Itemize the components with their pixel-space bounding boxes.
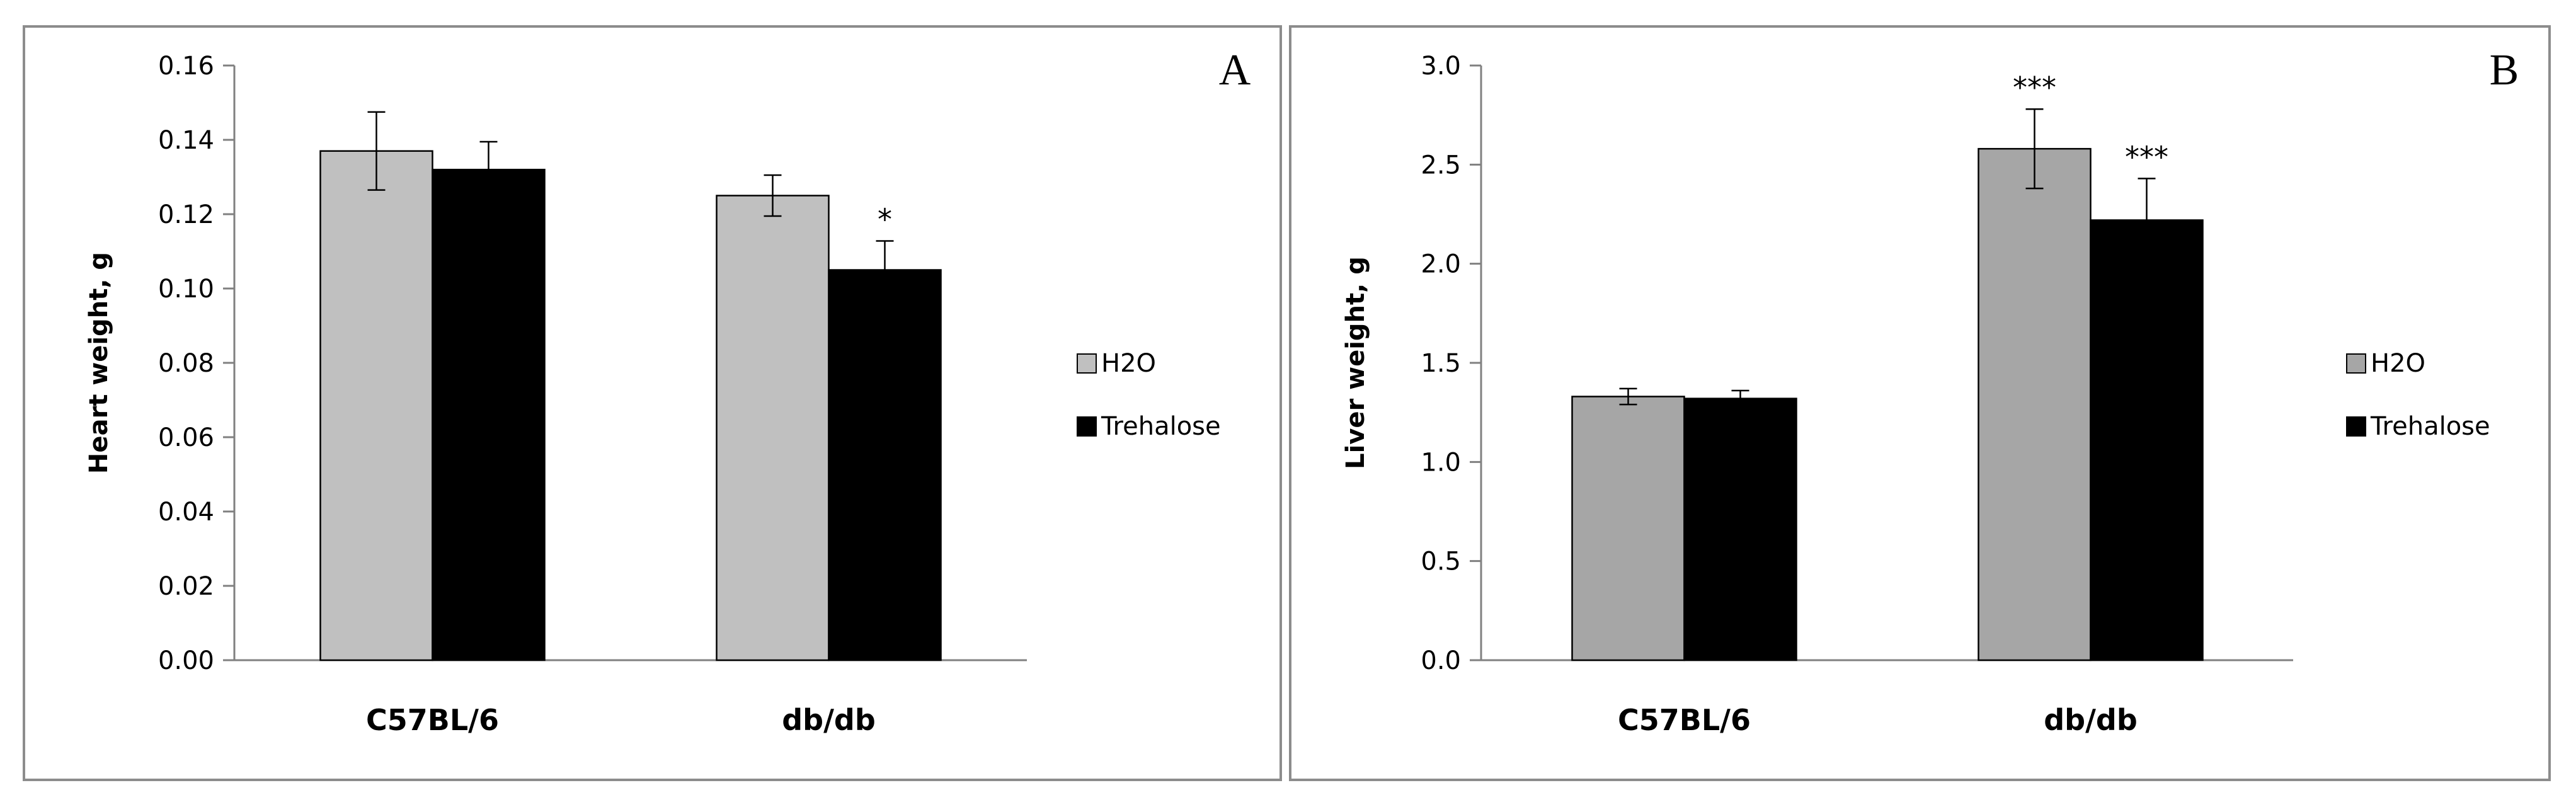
liver-weight-chart: 0.0 0.5 1.0 1.5 2.0 2.5 3.0 Liver weight, g B C57… [1341, 46, 2519, 737]
b-y-tick-label: 0.5 [1421, 547, 1461, 576]
b-category-label: C57BL/6 [1618, 703, 1751, 737]
a-bar-trehalose-1 [828, 269, 942, 661]
b-y-tick-label: 2.5 [1421, 151, 1461, 180]
b-legend-swatch-trehalose [2346, 416, 2366, 437]
b-significance-marker: *** [2013, 71, 2056, 105]
a-y-tick-label: 0.06 [158, 423, 214, 452]
a-bar-h2o-0 [319, 150, 433, 661]
b-legend-swatch-h2o [2346, 353, 2366, 374]
b-bar-h2o-1 [1978, 147, 2092, 661]
a-category-label: C57BL/6 [366, 703, 499, 737]
a-bar-h2o-1 [716, 195, 830, 661]
b-panel-letter: B [2490, 46, 2519, 94]
a-y-tick-label: 0.16 [158, 52, 214, 81]
a-legend-swatch-trehalose [1077, 416, 1097, 437]
b-legend-label-trehalose: Trehalose [2370, 412, 2490, 441]
b-y-axis-title: Liver weight, g [1341, 256, 1370, 469]
a-bar-trehalose-0 [432, 168, 546, 661]
a-y-tick-label: 0.02 [158, 572, 214, 601]
a-legend-label-trehalose: Trehalose [1101, 412, 1221, 441]
b-y-tick-label: 1.5 [1421, 349, 1461, 378]
b-y-tick-label: 2.0 [1421, 250, 1461, 279]
a-legend-label-h2o: H2O [1101, 349, 1156, 378]
a-category-label: db/db [782, 703, 876, 737]
b-bar-trehalose-0 [1683, 397, 1797, 661]
a-legend-swatch-h2o [1077, 353, 1097, 374]
a-y-tick-label: 0.04 [158, 498, 214, 527]
b-y-tick-label: 0.0 [1421, 646, 1461, 675]
chart-panel-a: 0.00 0.02 0.04 0.06 0.08 0.10 0.12 0.14 0.16 Hear… [23, 25, 1282, 781]
a-y-tick-label: 0.08 [158, 349, 214, 378]
b-category-label: db/db [2044, 703, 2138, 737]
a-y-tick-label: 0.12 [158, 200, 214, 229]
a-y-tick-label: 0.14 [158, 126, 214, 155]
heart-weight-chart: 0.00 0.02 0.04 0.06 0.08 0.10 0.12 0.14 0.16 Hear… [84, 46, 1251, 737]
b-bar-trehalose-1 [2090, 219, 2204, 661]
chart-panel-b: 0.0 0.5 1.0 1.5 2.0 2.5 3.0 Liver weight, g B C57… [1289, 25, 2551, 781]
a-y-axis-title: Heart weight, g [84, 252, 113, 474]
a-y-tick-label: 0.10 [158, 275, 214, 304]
b-y-tick-label: 3.0 [1421, 52, 1461, 81]
a-y-tick-label: 0.00 [158, 646, 214, 675]
a-panel-letter: A [1219, 46, 1251, 94]
b-bar-h2o-0 [1571, 396, 1685, 661]
a-significance-marker: * [878, 202, 892, 236]
b-significance-marker: *** [2125, 140, 2168, 174]
b-legend-label-h2o: H2O [2371, 349, 2425, 378]
b-y-tick-label: 1.0 [1421, 448, 1461, 477]
